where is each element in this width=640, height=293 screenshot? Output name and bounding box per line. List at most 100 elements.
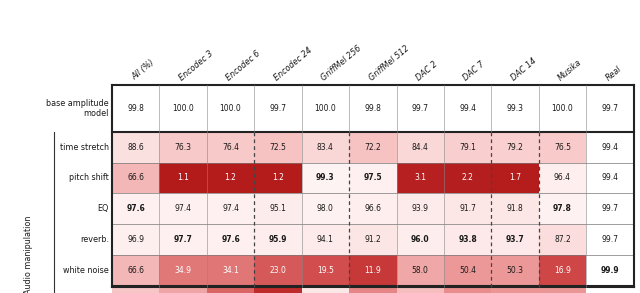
Bar — [492, 193, 539, 224]
Text: 100.0: 100.0 — [220, 104, 241, 113]
Text: 93.8: 93.8 — [458, 235, 477, 244]
Bar — [159, 163, 207, 193]
Bar — [492, 224, 539, 255]
Text: pitch shift: pitch shift — [69, 173, 109, 183]
Text: 72.5: 72.5 — [269, 143, 287, 152]
Text: 91.2: 91.2 — [364, 235, 381, 244]
Text: 66.6: 66.6 — [127, 266, 144, 275]
Bar — [159, 286, 207, 293]
Bar — [397, 132, 444, 163]
Text: 95.1: 95.1 — [269, 204, 287, 213]
Bar — [492, 255, 539, 286]
Text: Audio manipulation: Audio manipulation — [24, 216, 33, 293]
Text: DAC 7: DAC 7 — [462, 59, 486, 82]
Bar — [207, 255, 254, 286]
Bar — [207, 132, 254, 163]
Text: 99.4: 99.4 — [602, 143, 618, 152]
Text: 97.6: 97.6 — [221, 235, 240, 244]
Bar — [207, 193, 254, 224]
Text: Musika: Musika — [557, 57, 584, 82]
Bar — [207, 224, 254, 255]
Bar — [207, 163, 254, 193]
Text: 84.4: 84.4 — [412, 143, 429, 152]
Bar — [586, 224, 634, 255]
Bar — [301, 193, 349, 224]
Text: 96.6: 96.6 — [364, 204, 381, 213]
Bar — [539, 224, 586, 255]
Text: 99.3: 99.3 — [506, 104, 524, 113]
Bar — [397, 163, 444, 193]
Text: Encodec 24: Encodec 24 — [272, 45, 314, 82]
Text: 99.4: 99.4 — [602, 173, 618, 183]
Bar — [539, 85, 586, 132]
Bar — [397, 224, 444, 255]
Bar — [207, 286, 254, 293]
Text: 88.6: 88.6 — [127, 143, 144, 152]
Text: 93.9: 93.9 — [412, 204, 429, 213]
Bar — [349, 224, 397, 255]
Text: 97.4: 97.4 — [175, 204, 191, 213]
Bar — [397, 85, 444, 132]
Text: 100.0: 100.0 — [314, 104, 336, 113]
Text: 99.7: 99.7 — [269, 104, 287, 113]
Bar — [586, 193, 634, 224]
Text: GriffMel 256: GriffMel 256 — [319, 43, 364, 82]
Text: 99.7: 99.7 — [602, 104, 618, 113]
Bar — [586, 163, 634, 193]
Bar — [254, 286, 301, 293]
Text: 97.6: 97.6 — [126, 204, 145, 213]
Bar — [586, 255, 634, 286]
Bar — [539, 163, 586, 193]
Text: 97.8: 97.8 — [553, 204, 572, 213]
Text: Encodec 6: Encodec 6 — [225, 49, 262, 82]
Bar — [159, 85, 207, 132]
Text: 97.4: 97.4 — [222, 204, 239, 213]
Text: 91.7: 91.7 — [459, 204, 476, 213]
Bar — [444, 255, 492, 286]
Text: 79.2: 79.2 — [507, 143, 524, 152]
Text: Real: Real — [604, 64, 623, 82]
Text: 50.4: 50.4 — [459, 266, 476, 275]
Text: 99.9: 99.9 — [600, 266, 620, 275]
Bar — [444, 286, 492, 293]
Bar — [444, 132, 492, 163]
Bar — [254, 255, 301, 286]
Bar — [159, 132, 207, 163]
Bar — [112, 255, 159, 286]
Bar — [349, 193, 397, 224]
Text: 23.0: 23.0 — [269, 266, 287, 275]
Text: 98.0: 98.0 — [317, 204, 334, 213]
Text: 72.2: 72.2 — [364, 143, 381, 152]
Bar — [444, 85, 492, 132]
Text: 66.6: 66.6 — [127, 173, 144, 183]
Text: 3.1: 3.1 — [414, 173, 426, 183]
Bar — [349, 255, 397, 286]
Bar — [492, 132, 539, 163]
Bar — [301, 286, 349, 293]
Text: 50.3: 50.3 — [506, 266, 524, 275]
Bar — [254, 163, 301, 193]
Text: 100.0: 100.0 — [172, 104, 194, 113]
Text: DAC 2: DAC 2 — [415, 59, 439, 82]
Text: 99.7: 99.7 — [602, 235, 618, 244]
Text: time stretch: time stretch — [60, 143, 109, 152]
Text: 34.1: 34.1 — [222, 266, 239, 275]
Text: 58.0: 58.0 — [412, 266, 429, 275]
Bar — [586, 286, 634, 293]
Text: 76.4: 76.4 — [222, 143, 239, 152]
Text: 99.8: 99.8 — [127, 104, 144, 113]
Bar — [301, 163, 349, 193]
Bar — [254, 224, 301, 255]
Bar — [444, 224, 492, 255]
Text: DAC 14: DAC 14 — [509, 56, 538, 82]
Bar — [492, 163, 539, 193]
Bar — [539, 286, 586, 293]
Text: 94.1: 94.1 — [317, 235, 334, 244]
Text: EQ: EQ — [97, 204, 109, 213]
Bar — [539, 193, 586, 224]
Bar — [349, 286, 397, 293]
Text: 99.7: 99.7 — [412, 104, 429, 113]
Bar — [254, 193, 301, 224]
Text: 87.2: 87.2 — [554, 235, 571, 244]
Text: 1.2: 1.2 — [272, 173, 284, 183]
